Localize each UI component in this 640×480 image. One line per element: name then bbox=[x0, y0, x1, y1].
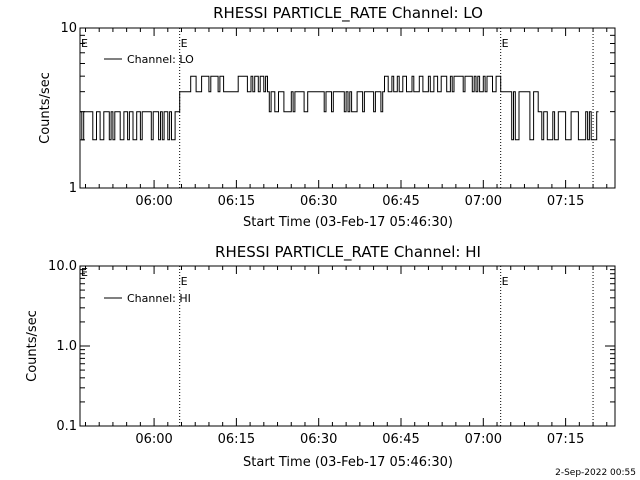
y-tick-label: 10 bbox=[60, 21, 77, 36]
series-line bbox=[80, 75, 599, 141]
plot-frame bbox=[79, 27, 616, 189]
y-tick-label: 10.0 bbox=[48, 259, 77, 274]
x-axis-label: Start Time (03-Feb-17 05:46:30) bbox=[243, 215, 453, 230]
x-tick-label: 06:00 bbox=[135, 194, 172, 209]
x-tick-label: 06:30 bbox=[300, 432, 337, 447]
event-marker-label: E bbox=[502, 275, 509, 288]
y-tick-label: 0.1 bbox=[56, 419, 77, 434]
x-tick-label: 07:15 bbox=[547, 194, 584, 209]
chart-title: RHESSI PARTICLE_RATE Channel: LO bbox=[213, 4, 483, 23]
x-tick-label: 06:30 bbox=[300, 194, 337, 209]
plot-frame bbox=[79, 265, 616, 427]
event-marker-label: E bbox=[181, 37, 188, 50]
x-tick-label: 06:45 bbox=[382, 194, 419, 209]
x-tick-label: 07:00 bbox=[465, 194, 502, 209]
x-tick-label: 06:15 bbox=[218, 432, 255, 447]
x-tick-label: 06:00 bbox=[135, 432, 172, 447]
x-axis-label: Start Time (03-Feb-17 05:46:30) bbox=[243, 455, 453, 470]
y-axis-label: Counts/sec bbox=[38, 72, 53, 144]
event-marker-label: E bbox=[181, 275, 188, 288]
panel-hi: RHESSI PARTICLE_RATE Channel: HI Counts/… bbox=[25, 243, 616, 470]
panel-lo: RHESSI PARTICLE_RATE Channel: LO Counts/… bbox=[38, 4, 616, 230]
x-tick-label: 06:15 bbox=[218, 194, 255, 209]
x-tick-label: 06:45 bbox=[382, 432, 419, 447]
edge-marker-label: E bbox=[81, 266, 88, 279]
y-tick-label: 1 bbox=[69, 181, 77, 196]
legend-entry: Channel: LO bbox=[127, 53, 194, 66]
event-marker-label: E bbox=[502, 37, 509, 50]
y-axis-label: Counts/sec bbox=[25, 310, 40, 382]
y-tick-label: 1.0 bbox=[56, 339, 77, 354]
x-tick-label: 07:15 bbox=[547, 432, 584, 447]
generation-timestamp: 2-Sep-2022 00:55 bbox=[555, 468, 636, 478]
x-tick-label: 07:00 bbox=[465, 432, 502, 447]
chart-title: RHESSI PARTICLE_RATE Channel: HI bbox=[215, 243, 481, 262]
legend-entry: Channel: HI bbox=[127, 292, 191, 305]
